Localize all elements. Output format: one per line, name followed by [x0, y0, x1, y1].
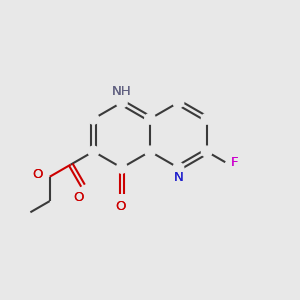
Text: O: O: [115, 200, 125, 213]
Text: F: F: [231, 156, 238, 169]
Circle shape: [88, 113, 99, 124]
Text: NH: NH: [112, 85, 132, 98]
Text: O: O: [115, 200, 125, 213]
Text: N: N: [173, 171, 183, 184]
Text: O: O: [73, 191, 84, 204]
Text: O: O: [33, 168, 43, 181]
Circle shape: [145, 146, 155, 157]
Circle shape: [173, 97, 184, 108]
Text: N: N: [173, 171, 183, 184]
Circle shape: [145, 113, 155, 124]
Circle shape: [201, 146, 212, 157]
Circle shape: [116, 163, 127, 173]
Circle shape: [201, 113, 212, 124]
Circle shape: [173, 163, 184, 173]
Circle shape: [88, 146, 99, 157]
Circle shape: [116, 97, 127, 108]
Text: O: O: [33, 168, 43, 181]
Text: F: F: [231, 156, 238, 169]
Text: NH: NH: [112, 85, 132, 98]
Text: O: O: [73, 191, 84, 204]
